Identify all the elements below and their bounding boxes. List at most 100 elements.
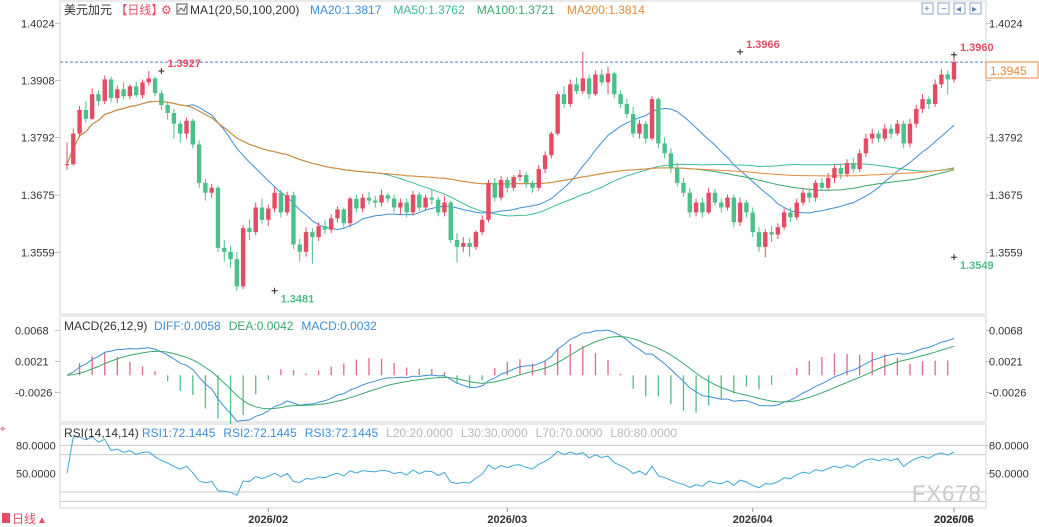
macd-values: DIFF:0.0058 DEA:0.0042 MACD:0.0032	[154, 319, 377, 333]
candle-body-30	[253, 207, 258, 233]
candle-body-43	[335, 209, 340, 219]
candle-body-34	[278, 192, 284, 213]
macd-diff-line	[66, 329, 955, 422]
move-right-icon[interactable]	[969, 2, 982, 15]
candle-body-122	[832, 168, 837, 178]
rsi-value-0: RSI1:72.1445	[142, 426, 216, 440]
candle-body-112	[769, 232, 774, 235]
annotation-label-0: 1.3927	[167, 58, 201, 70]
rsi-line	[66, 436, 955, 496]
candle-body-44	[341, 209, 346, 224]
candle-body-86	[605, 73, 611, 83]
candle-body-19	[184, 120, 189, 134]
candle-body-93	[649, 99, 655, 139]
rsi-value-1: RSI2:72.1445	[223, 426, 297, 440]
candle-body-94	[656, 99, 661, 144]
candle-body-70	[505, 179, 510, 188]
candle-body-97	[675, 168, 680, 183]
candle-body-36	[291, 195, 296, 245]
candle-body-127	[863, 138, 869, 154]
candle-body-77	[549, 133, 554, 156]
candle-body-118	[807, 192, 812, 198]
candle-body-100	[693, 202, 699, 213]
svg-text:+: +	[924, 4, 930, 15]
candle-body-141	[951, 62, 957, 80]
price-panel-frame	[59, 0, 987, 315]
zoom-out-icon[interactable]	[937, 2, 950, 15]
candle-body-73	[524, 174, 529, 183]
candle-body-42	[329, 218, 334, 230]
candle-body-56	[417, 194, 422, 208]
candle-body-95	[662, 143, 667, 154]
candle-body-132	[895, 123, 900, 134]
zoom-in-icon[interactable]	[921, 2, 934, 15]
macd-tick-label-left-2: -0.0026	[15, 387, 52, 399]
ma20-line	[66, 100, 955, 231]
svg-text:◂: ◂	[956, 4, 961, 15]
macd-tick-label-right-1: 0.0021	[989, 356, 1023, 368]
candle-body-60	[442, 202, 447, 213]
settings-icon[interactable]: ⚙	[161, 3, 172, 17]
x-tick-label-3: 2026/05	[934, 514, 974, 526]
candle-body-12	[140, 82, 145, 96]
candle-body-103	[712, 192, 718, 203]
macd-panel-frame	[59, 315, 987, 423]
candle-body-69	[498, 179, 504, 198]
ma-values: MA20:1.3817 MA50:1.3762 MA100:1.3721 MA200:…	[310, 3, 645, 17]
candle-body-106	[731, 197, 737, 223]
candle-body-139	[939, 74, 944, 85]
candle-body-49	[373, 200, 378, 203]
candle-body-55	[410, 194, 416, 213]
candle-body-108	[744, 202, 749, 213]
ma200-line	[66, 100, 955, 185]
chart-header: 美元加元 【日线】	[64, 3, 163, 17]
svg-text:−: −	[941, 4, 947, 15]
price-tick-label-left-0: 1.4024	[21, 18, 55, 30]
candle-body-39	[310, 232, 315, 238]
candle-body-46	[354, 198, 359, 209]
candle-body-14	[152, 78, 158, 94]
period-tab-arrow-icon[interactable]: ▲	[37, 515, 47, 526]
candle-body-8	[115, 89, 120, 99]
price-tick-label-right-0: 1.4024	[989, 18, 1023, 30]
candle-body-129	[876, 133, 881, 139]
period-tab-icon	[2, 513, 10, 523]
annotation-label-4: 1.3960	[960, 42, 994, 54]
ma-value-0: MA20:1.3817	[310, 3, 382, 17]
period-tab-label[interactable]: 日线	[12, 512, 36, 526]
rsi-tick-label-left-1: 50.0000	[16, 468, 56, 480]
ma-value-1: MA50:1.3762	[393, 3, 465, 17]
svg-text:▸: ▸	[972, 4, 977, 15]
candle-body-136	[920, 99, 925, 109]
candle-body-41	[322, 226, 328, 230]
candle-body-81	[574, 84, 579, 92]
candle-body-120	[819, 182, 825, 188]
price-tick-label-left-1: 1.3908	[21, 75, 55, 87]
candle-body-92	[643, 123, 648, 139]
candle-body-116	[794, 202, 799, 218]
price-tick-label-right-3: 1.3675	[989, 190, 1023, 202]
symbol-name: 美元加元	[64, 3, 112, 17]
candle-body-85	[599, 74, 604, 83]
candle-body-2	[77, 109, 82, 134]
candle-body-3	[83, 109, 89, 119]
candle-body-82	[580, 78, 586, 92]
price-tick-label-left-4: 1.3559	[21, 247, 55, 259]
crosshair-icon[interactable]: ⌖	[0, 424, 6, 435]
rsi-lines	[66, 436, 955, 496]
candle-body-71	[511, 176, 516, 188]
candle-body-52	[391, 198, 397, 208]
candle-body-110	[756, 232, 762, 247]
candle-body-65	[473, 232, 479, 247]
candle-body-137	[926, 99, 932, 105]
macd-value-1: DEA:0.0042	[229, 319, 294, 333]
move-left-icon[interactable]	[953, 2, 966, 15]
candle-body-40	[316, 226, 321, 238]
rsi-values: RSI1:72.1445 RSI2:72.1445 RSI3:72.1445 L20:…	[142, 426, 677, 440]
candle-body-35	[284, 195, 290, 213]
candle-body-15	[159, 93, 164, 106]
candle-body-26	[228, 251, 233, 260]
candle-body-22	[203, 182, 208, 193]
watermark: FX678	[912, 481, 982, 506]
candle-body-66	[479, 219, 485, 233]
